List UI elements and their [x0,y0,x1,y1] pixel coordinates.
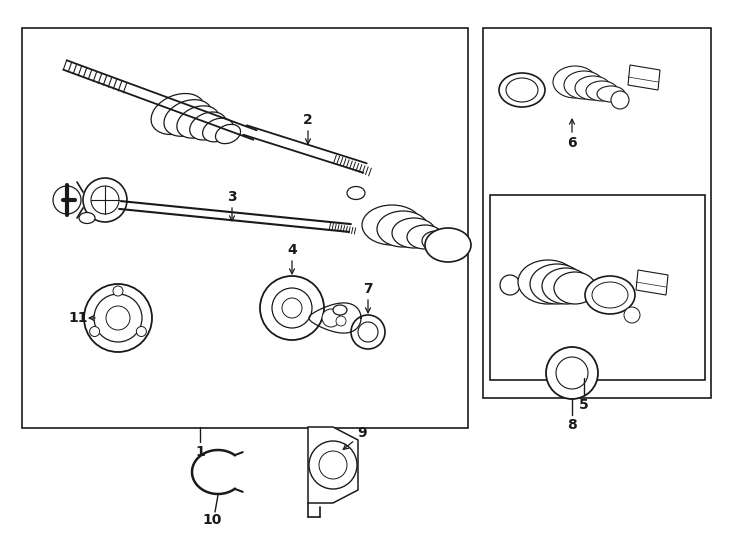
Circle shape [546,347,598,399]
Ellipse shape [554,272,596,304]
Ellipse shape [362,205,422,245]
Circle shape [351,315,385,349]
Circle shape [500,275,520,295]
Ellipse shape [530,264,584,304]
Ellipse shape [333,305,347,315]
Ellipse shape [586,81,618,101]
Bar [22,28,468,428]
Bar [490,195,705,380]
Ellipse shape [422,231,450,251]
Circle shape [282,298,302,318]
Circle shape [106,306,130,330]
Text: 8: 8 [567,418,577,432]
Polygon shape [308,427,358,503]
Text: 7: 7 [363,282,373,296]
Text: 3: 3 [228,190,237,204]
Circle shape [90,327,100,336]
Text: 10: 10 [203,513,222,527]
Ellipse shape [377,211,429,247]
Ellipse shape [575,76,611,100]
Circle shape [91,186,119,214]
Text: 6: 6 [567,136,577,150]
Ellipse shape [203,118,233,142]
Ellipse shape [407,225,443,249]
Ellipse shape [597,86,625,102]
Text: 2: 2 [303,113,313,127]
Circle shape [624,307,640,323]
Circle shape [556,357,588,389]
Ellipse shape [79,213,95,224]
Circle shape [322,309,340,327]
Circle shape [53,186,81,214]
Ellipse shape [518,260,578,304]
Bar [483,28,711,398]
Text: 1: 1 [195,445,205,459]
Circle shape [137,327,146,336]
Circle shape [83,178,127,222]
Ellipse shape [425,228,471,262]
Circle shape [260,276,324,340]
Ellipse shape [506,78,538,102]
Circle shape [358,322,378,342]
Circle shape [319,451,347,479]
Circle shape [94,294,142,342]
Circle shape [309,441,357,489]
Circle shape [113,286,123,296]
Circle shape [336,316,346,326]
Ellipse shape [189,112,226,140]
Ellipse shape [164,100,212,136]
Ellipse shape [499,73,545,107]
Text: 9: 9 [357,426,367,440]
Circle shape [611,91,629,109]
Ellipse shape [347,186,365,199]
Text: 5: 5 [579,398,589,412]
Ellipse shape [592,282,628,308]
Ellipse shape [177,106,219,138]
Ellipse shape [216,124,241,144]
Polygon shape [636,270,668,295]
Polygon shape [628,65,660,90]
Circle shape [272,288,312,328]
Text: 4: 4 [287,243,297,257]
Ellipse shape [392,218,436,248]
Ellipse shape [585,276,635,314]
Text: 11: 11 [68,311,88,325]
Ellipse shape [564,71,604,99]
Ellipse shape [151,93,205,134]
Ellipse shape [553,66,597,98]
Circle shape [84,284,152,352]
Ellipse shape [542,268,590,304]
